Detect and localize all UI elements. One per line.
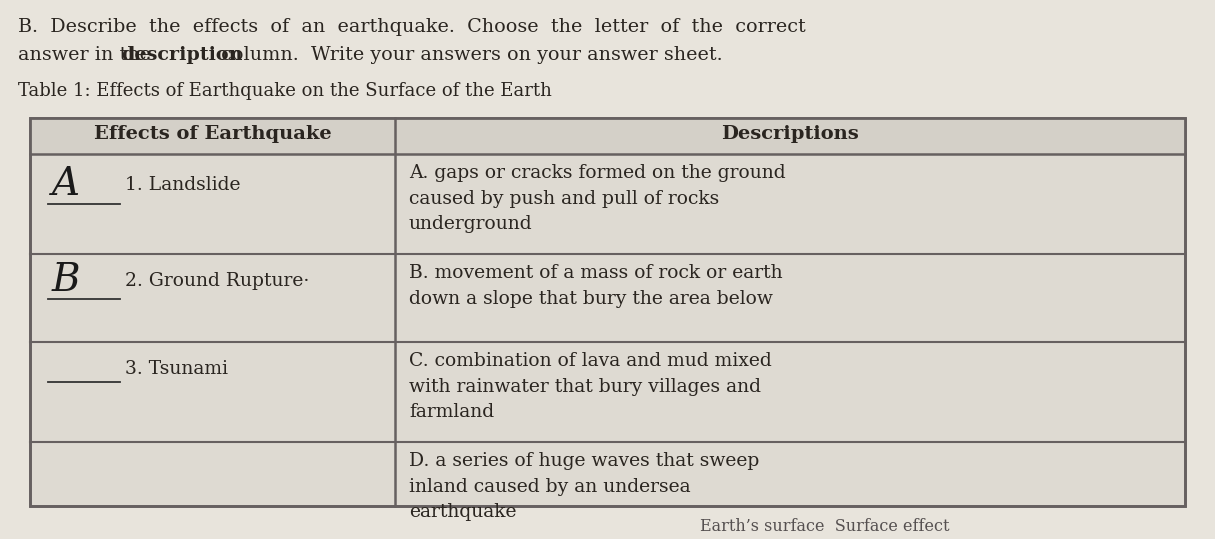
Text: Table 1: Effects of Earthquake on the Surface of the Earth: Table 1: Effects of Earthquake on the Su… [18, 82, 552, 100]
Text: B: B [52, 262, 80, 299]
Bar [30, 118, 1185, 506]
Text: D. a series of huge waves that sweep
inland caused by an undersea
earthquake: D. a series of huge waves that sweep inl… [409, 452, 759, 521]
Text: Descriptions: Descriptions [722, 125, 859, 143]
Text: answer in the: answer in the [18, 46, 157, 64]
Text: B.  Describe  the  effects  of  an  earthquake.  Choose  the  letter  of  the  c: B. Describe the effects of an earthquake… [18, 18, 806, 36]
Text: Effects of Earthquake: Effects of Earthquake [94, 125, 332, 143]
Bar [30, 118, 1185, 506]
Text: description: description [122, 46, 243, 64]
Bar [30, 118, 1185, 154]
Text: 1. Landslide: 1. Landslide [125, 176, 241, 194]
Text: A: A [52, 166, 80, 203]
Text: C. combination of lava and mud mixed
with rainwater that bury villages and
farml: C. combination of lava and mud mixed wit… [409, 352, 772, 421]
Text: Earth’s surface  Surface effect: Earth’s surface Surface effect [700, 518, 949, 535]
Text: 3. Tsunami: 3. Tsunami [125, 360, 228, 378]
Text: B. movement of a mass of rock or earth
down a slope that bury the area below: B. movement of a mass of rock or earth d… [409, 264, 782, 308]
Text: 2. Ground Rupture·: 2. Ground Rupture· [125, 272, 310, 290]
Text: A. gaps or cracks formed on the ground
caused by push and pull of rocks
undergro: A. gaps or cracks formed on the ground c… [409, 164, 786, 233]
Text: column.  Write your answers on your answer sheet.: column. Write your answers on your answe… [215, 46, 723, 64]
